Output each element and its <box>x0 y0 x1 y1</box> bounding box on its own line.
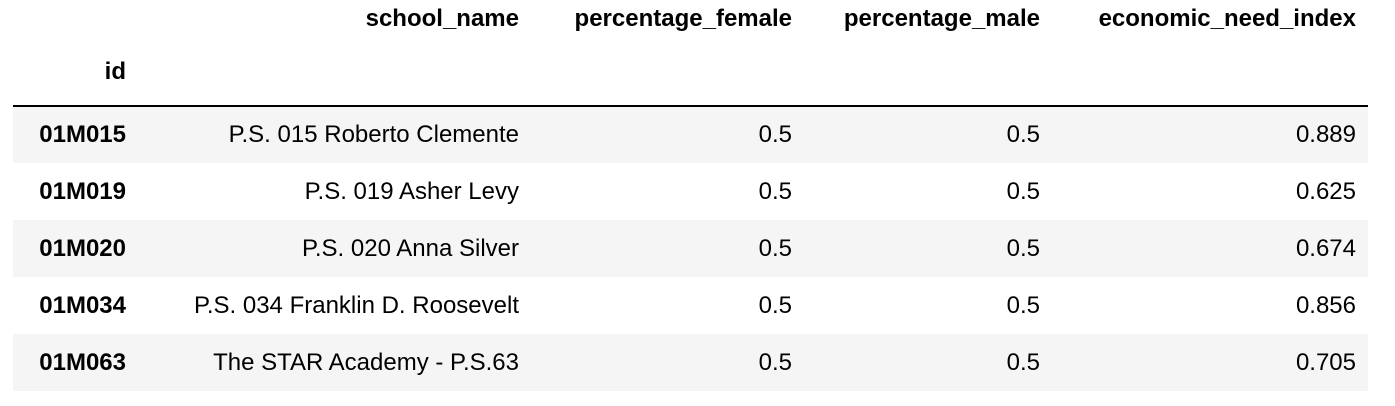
row-id: 01M034 <box>39 291 126 319</box>
cell-school-name: P.S. 015 Roberto Clemente <box>228 121 519 148</box>
cell-economic-need-index: 0.674 <box>1295 234 1356 262</box>
index-name-spacer <box>1052 38 1368 107</box>
row-id: 01M019 <box>39 177 126 205</box>
table-body: 01M015 P.S. 015 Roberto Clemente 0.5 0.5… <box>13 106 1368 391</box>
table-row: 01M019 P.S. 019 Asher Levy 0.5 0.5 0.625 <box>13 163 1368 220</box>
dataframe-table: school_name percentage_female percentage… <box>13 0 1368 391</box>
cell-percentage-male: 0.5 <box>1006 291 1040 319</box>
table-header: school_name percentage_female percentage… <box>13 0 1368 107</box>
cell-percentage-male: 0.5 <box>1006 234 1040 262</box>
cell-economic-need-index: 0.856 <box>1295 291 1356 319</box>
cell-school-name: The STAR Academy - P.S.63 <box>213 348 519 376</box>
index-name-label: id <box>13 38 138 107</box>
row-id: 01M020 <box>39 234 126 262</box>
cell-percentage-male: 0.5 <box>1006 348 1040 376</box>
column-header-economic-need-index: economic_need_index <box>1098 5 1356 32</box>
row-id: 01M015 <box>39 121 126 148</box>
column-header-school-name: school_name <box>365 5 519 32</box>
cell-economic-need-index: 0.889 <box>1295 121 1356 148</box>
cell-economic-need-index: 0.705 <box>1295 348 1356 376</box>
cell-percentage-female: 0.5 <box>758 121 792 148</box>
cell-school-name: P.S. 019 Asher Levy <box>304 177 519 205</box>
cell-percentage-female: 0.5 <box>758 291 792 319</box>
index-name-row: id <box>13 38 1368 107</box>
column-header-percentage-female: percentage_female <box>574 5 792 32</box>
cell-percentage-male: 0.5 <box>1006 121 1040 148</box>
cell-school-name: P.S. 020 Anna Silver <box>301 234 519 262</box>
column-header-row: school_name percentage_female percentage… <box>13 0 1368 38</box>
row-id: 01M063 <box>39 348 126 376</box>
table-row: 01M020 P.S. 020 Anna Silver 0.5 0.5 0.67… <box>13 220 1368 277</box>
index-name-spacer <box>531 38 804 107</box>
index-name-spacer <box>138 38 531 107</box>
cell-school-name: P.S. 034 Franklin D. Roosevelt <box>193 291 519 319</box>
cell-percentage-female: 0.5 <box>758 348 792 376</box>
cell-economic-need-index: 0.625 <box>1295 177 1356 205</box>
index-corner-cell <box>13 0 138 38</box>
cell-percentage-female: 0.5 <box>758 234 792 262</box>
table-row: 01M015 P.S. 015 Roberto Clemente 0.5 0.5… <box>13 106 1368 163</box>
column-header-percentage-male: percentage_male <box>843 5 1040 32</box>
cell-percentage-female: 0.5 <box>758 177 792 205</box>
cell-percentage-male: 0.5 <box>1006 177 1040 205</box>
index-name-spacer <box>804 38 1052 107</box>
table-row: 01M063 The STAR Academy - P.S.63 0.5 0.5… <box>13 334 1368 391</box>
table-row: 01M034 P.S. 034 Franklin D. Roosevelt 0.… <box>13 277 1368 334</box>
